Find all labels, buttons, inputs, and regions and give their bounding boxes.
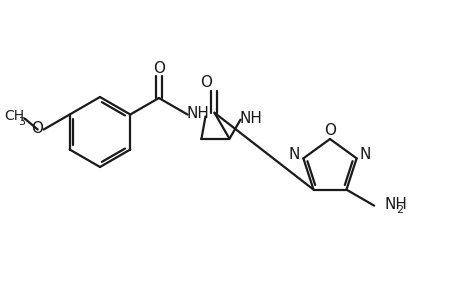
Text: N: N (359, 147, 370, 162)
Text: NH: NH (383, 197, 406, 212)
Text: 3: 3 (18, 116, 25, 127)
Text: 2: 2 (395, 205, 403, 215)
Text: NH: NH (239, 111, 261, 126)
Text: O: O (31, 121, 43, 136)
Text: O: O (200, 75, 212, 90)
Text: N: N (288, 147, 299, 162)
Text: NH: NH (185, 106, 208, 121)
Text: O: O (152, 61, 164, 76)
Text: CH: CH (5, 109, 25, 122)
Text: O: O (323, 122, 335, 137)
